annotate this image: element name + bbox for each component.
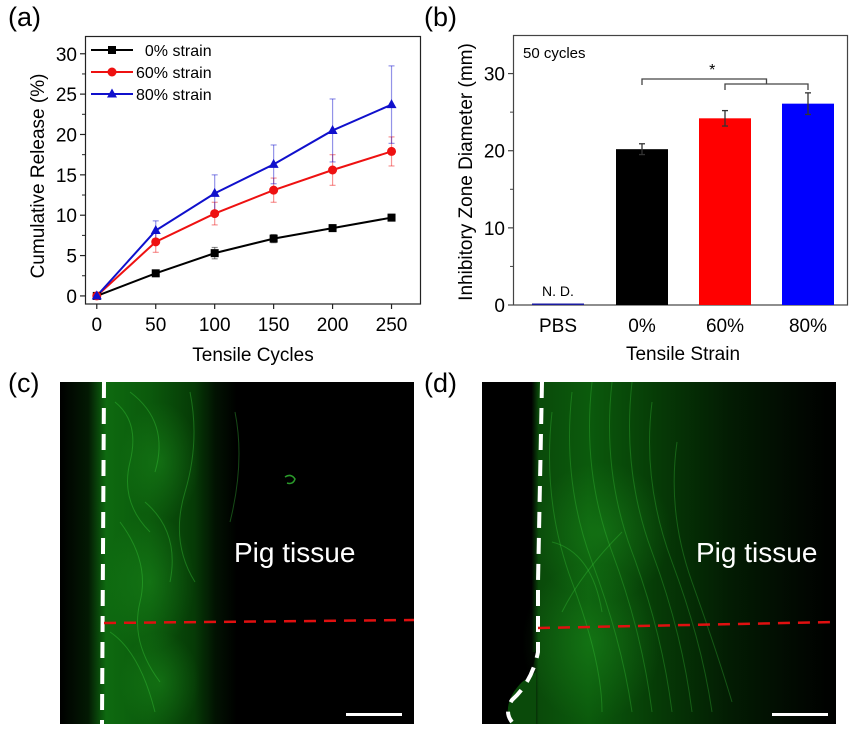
micrograph-c: Pig tissue	[60, 382, 414, 724]
point-80-strain	[268, 158, 279, 168]
point-0-strain	[151, 269, 160, 278]
bar-80pct	[782, 103, 834, 306]
x-tick-label-a: 200	[317, 315, 349, 336]
point-60-strain	[387, 146, 397, 156]
legend-item-0-strain: 0% strain	[91, 43, 212, 60]
panel-label-c: (c)	[8, 368, 40, 398]
y-tick-label-a: 30	[56, 45, 77, 66]
plot-frame-b	[512, 34, 849, 306]
point-0-strain	[269, 234, 278, 243]
legend-label: 60% strain	[136, 65, 212, 82]
y-axis-label-a: Cumulative Release (%)	[28, 74, 49, 279]
x-tick-label-a: 150	[258, 315, 290, 336]
y-tick-label-a: 0	[66, 287, 77, 308]
tissue-boundary-line	[100, 382, 106, 724]
legend-label: 0% strain	[136, 43, 212, 60]
y-tick-label-b: 30	[484, 65, 505, 86]
significance-star: *	[709, 62, 715, 79]
x-tick-label-a: 50	[145, 315, 166, 336]
point-60-strain	[269, 185, 279, 195]
point-60-strain	[210, 209, 220, 219]
x-tick-label-b: PBS	[539, 316, 577, 337]
error-bar-0pct	[639, 143, 645, 156]
y-tick-label-a: 20	[56, 125, 77, 146]
y-tick-label-b: 20	[484, 142, 505, 163]
point-80-strain	[386, 99, 397, 109]
x-axis-label-b: Tensile Strain	[626, 344, 740, 365]
point-0-strain	[210, 249, 219, 258]
legend-marker	[107, 88, 117, 98]
value-label-pbs: N. D.	[542, 283, 574, 299]
point-60-strain	[328, 165, 338, 175]
x-tick-label-b: 80%	[789, 316, 827, 337]
line-60-strain	[96, 150, 392, 297]
micrograph-d: Pig tissue	[482, 382, 836, 724]
bar-60pct	[699, 118, 751, 305]
annotation-50-cycles: 50 cycles	[523, 45, 586, 62]
x-tick-label-a: 250	[376, 315, 408, 336]
fluorescence-image-c	[60, 382, 414, 724]
line-80-strain	[96, 103, 392, 297]
scale-bar-d	[772, 713, 828, 716]
depth-line	[537, 620, 836, 630]
line-0-strain	[96, 216, 392, 297]
legend-label: 80% strain	[136, 87, 212, 104]
y-tick-label-b: 0	[494, 296, 505, 317]
significance-bracket	[641, 78, 809, 90]
y-tick-label-a: 15	[56, 166, 77, 187]
depth-line	[103, 618, 414, 625]
y-tick-label-a: 5	[66, 247, 77, 268]
point-60-strain	[151, 237, 161, 247]
panel-label-d: (d)	[424, 368, 457, 398]
y-tick-label-a: 25	[56, 85, 77, 106]
tissue-label-d: Pig tissue	[696, 537, 818, 568]
legend-item-80-strain: 80% strain	[91, 87, 212, 104]
point-0-strain	[328, 224, 337, 233]
x-tick-label-b: 0%	[628, 316, 656, 337]
bar-0pct	[616, 149, 668, 305]
bar-pbs	[532, 303, 584, 305]
point-80-strain	[150, 225, 161, 235]
x-tick-label-b: 60%	[706, 316, 744, 337]
legend-item-60-strain: 60% strain	[91, 65, 212, 82]
fluorescence-image-d	[482, 382, 836, 724]
y-axis-label-b: Inhibitory Zone Diameter (mm)	[456, 43, 477, 301]
panel-label-a: (a)	[8, 2, 41, 32]
point-80-strain	[327, 124, 338, 134]
error-bar-80pct	[805, 92, 811, 116]
scale-bar-c	[346, 713, 402, 716]
panel-label-b: (b)	[424, 2, 457, 32]
point-80-strain	[209, 187, 220, 197]
x-tick-label-a: 0	[92, 315, 103, 336]
x-axis-label-a: Tensile Cycles	[192, 345, 313, 366]
tissue-boundary-line	[506, 382, 544, 724]
y-tick-label-a: 10	[56, 206, 77, 227]
point-0-strain	[387, 213, 396, 222]
plot-frame-a	[84, 35, 422, 305]
tissue-label-c: Pig tissue	[234, 537, 356, 568]
legend-marker	[108, 46, 116, 54]
legend-marker	[107, 67, 117, 77]
x-tick-label-a: 100	[199, 315, 231, 336]
error-bar-60pct	[722, 109, 728, 127]
y-tick-label-b: 10	[484, 219, 505, 240]
point-80-strain	[91, 290, 102, 300]
